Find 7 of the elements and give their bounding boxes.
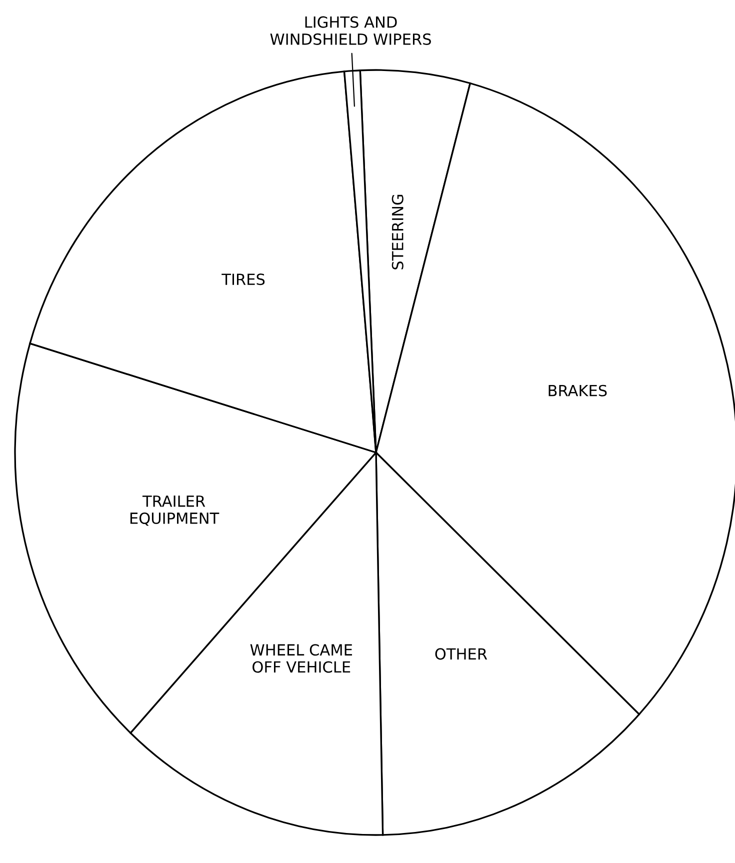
slice-label: TRAILER EQUIPMENT — [130, 496, 220, 526]
slice-label: WHEEL CAME OFF VEHICLE — [250, 644, 352, 673]
slice-label: OTHER — [435, 648, 488, 660]
slice-label: LIGHTS AND WINDSHIELD WIPERS — [270, 16, 431, 45]
slice-label: STEERING — [392, 194, 404, 270]
slice-label: BRAKES — [548, 384, 607, 396]
slice-label: TIRES — [222, 274, 265, 286]
